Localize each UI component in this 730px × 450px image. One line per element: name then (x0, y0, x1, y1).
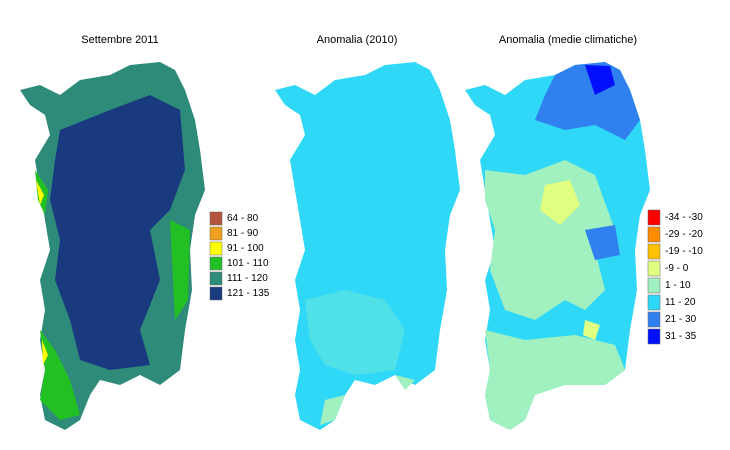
legend-swatch (647, 311, 661, 328)
legend-swatch (209, 241, 223, 256)
legend-label: 11 - 20 (665, 297, 696, 308)
legend-swatch (647, 294, 661, 311)
legend-label: -9 - 0 (665, 263, 689, 274)
legend-label: 31 - 35 (665, 331, 697, 342)
legend-label: 21 - 30 (665, 314, 697, 325)
legend-swatch (209, 271, 223, 286)
legend-label: -19 - -10 (665, 246, 703, 257)
map-anomaly-2010 (275, 62, 460, 430)
map-title: Anomalia (2010) (317, 34, 398, 46)
legend-label: 121 - 135 (227, 288, 270, 299)
legend-swatch (647, 243, 661, 260)
legend-label: -34 - -30 (665, 212, 703, 223)
legend-label: 64 - 80 (227, 213, 259, 224)
legend-label: -29 - -20 (665, 229, 703, 240)
legend-swatch (647, 226, 661, 243)
legend-swatch (647, 209, 661, 226)
legend-swatch (647, 260, 661, 277)
legend-label: 1 - 10 (665, 280, 691, 291)
legend-label: 91 - 100 (227, 243, 264, 254)
legend-swatch (647, 328, 661, 345)
map-title: Settembre 2011 (81, 34, 158, 46)
map-september (20, 62, 205, 430)
legend-label: 111 - 120 (227, 273, 268, 284)
legend-label: 81 - 90 (227, 228, 259, 239)
legend-swatch (209, 286, 223, 301)
map-title: Anomalia (medie climatiche) (499, 34, 637, 46)
legend-swatch (209, 211, 223, 226)
legend-label: 101 - 110 (227, 258, 269, 269)
legend-swatch (209, 226, 223, 241)
map-anomaly-climate (465, 62, 650, 430)
legend-swatch (647, 277, 661, 294)
legend-swatch (209, 256, 223, 271)
